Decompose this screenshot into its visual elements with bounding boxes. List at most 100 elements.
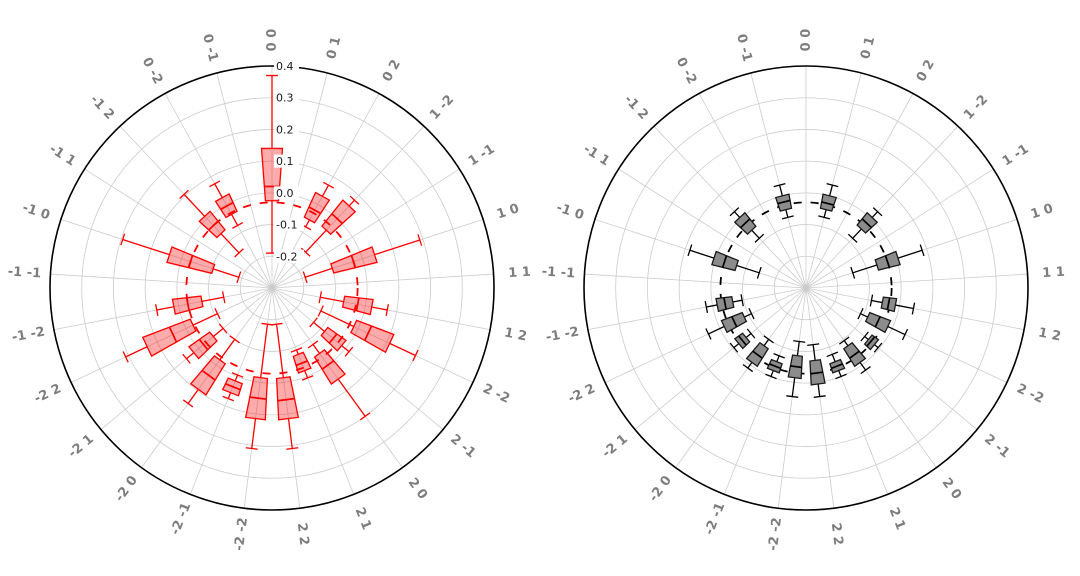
category-label: -2 -2: [232, 517, 251, 552]
whisker-cap-high: [120, 233, 126, 246]
theta-gridline: [634, 287, 807, 430]
median-line: [777, 199, 791, 205]
median-line: [849, 350, 860, 359]
theta-gridline: [271, 168, 460, 289]
whisker-low: [305, 229, 327, 253]
category-label: -2 -2: [766, 517, 785, 552]
median-line: [350, 255, 357, 268]
boxplot-2_2: [807, 343, 826, 398]
whisker-high: [227, 392, 232, 399]
whisker-cap-low: [850, 266, 856, 279]
whisker-cap-high: [705, 328, 712, 340]
r-tick-label: 0.0: [276, 187, 294, 200]
whisker-low: [320, 310, 355, 328]
theta-gridline: [805, 287, 937, 468]
theta-gridline: [271, 287, 403, 468]
box: [303, 191, 331, 224]
r-tick-label-bg: [274, 91, 299, 105]
whisker-cap-low: [740, 294, 744, 307]
median-line: [731, 316, 738, 328]
boxplot-2_0: [838, 336, 871, 375]
category-label: 0 -2: [673, 55, 700, 87]
boxplot--2_0: [742, 335, 774, 373]
category-label: -2 2: [566, 381, 598, 407]
whisker-low: [751, 229, 760, 239]
boxplot--2_-2: [244, 322, 274, 450]
whisker-cap-high: [742, 363, 754, 373]
median-line: [831, 363, 843, 370]
theta-gridline: [604, 287, 807, 383]
whisker-low: [785, 209, 789, 218]
theta-gridline: [271, 287, 444, 430]
theta-gridline: [216, 72, 273, 289]
whisker-cap-high: [901, 328, 909, 341]
median-line: [866, 336, 876, 347]
theta-gridline: [618, 168, 807, 289]
whisker-high: [287, 418, 293, 449]
whisker-low: [305, 219, 311, 228]
whisker-high: [829, 184, 834, 197]
whisker-cap-low: [218, 323, 228, 334]
boxplot--2_1: [182, 323, 228, 364]
category-label: 1 0: [495, 201, 521, 222]
theta-gridline: [805, 72, 862, 289]
whisker-low: [732, 299, 743, 303]
boxplot-2_1: [290, 347, 314, 381]
whisker-high: [778, 184, 783, 197]
whisker-cap-low: [807, 343, 820, 347]
whisker-cap-low: [748, 307, 755, 320]
category-label: 1 2: [503, 325, 528, 344]
theta-gridline: [584, 273, 807, 289]
median-line: [810, 371, 823, 375]
category-label: 2 2: [828, 522, 846, 546]
category-label: 0 0: [265, 29, 280, 52]
whisker-low: [852, 264, 878, 274]
whisker-cap-low: [309, 317, 318, 328]
whisker-cap-low: [746, 328, 756, 339]
whisker-high: [337, 378, 366, 417]
r-tick-label: 0.4: [276, 60, 294, 73]
whisker-high: [341, 345, 350, 353]
median-line: [198, 338, 209, 351]
theta-gridline: [723, 287, 807, 495]
box: [350, 319, 395, 354]
boxplot-2_-2: [857, 307, 909, 341]
whisker-low: [220, 233, 240, 254]
boxplot-0_-2: [209, 180, 244, 229]
boxplot-1_0: [850, 244, 925, 279]
boxplot--1_0: [120, 233, 242, 284]
median-line: [739, 218, 751, 229]
median-line: [886, 297, 891, 310]
whisker-cap-low: [232, 222, 244, 229]
whisker-low: [201, 296, 224, 303]
category-label: -2 -1: [702, 500, 728, 537]
whisker-high: [817, 383, 821, 397]
whisker-cap-high: [873, 342, 883, 353]
whisker-cap-high: [222, 395, 235, 402]
boxplot-1_2: [869, 294, 916, 315]
category-label: 1 1: [508, 265, 532, 281]
boxplot-0_-1: [773, 182, 794, 220]
median-line: [769, 363, 781, 370]
whisker-low: [304, 267, 333, 278]
whisker-cap-high: [911, 302, 916, 315]
boxplot-0_2: [300, 181, 335, 231]
boxplot-1_0: [302, 234, 423, 284]
category-label: 0 1: [858, 35, 878, 61]
category-label: 1 -1: [1000, 142, 1032, 170]
median-line: [328, 333, 338, 344]
median-line: [723, 297, 727, 310]
whisker-high: [859, 362, 867, 371]
whisker-low: [745, 332, 752, 339]
whisker-cap-low: [847, 233, 858, 243]
boxplot--1_2: [179, 189, 244, 258]
r-tick-label: -0.2: [276, 250, 297, 263]
median-line: [752, 350, 763, 359]
r-tick-label: 0.2: [276, 123, 294, 136]
category-label: -1 -2: [11, 324, 47, 345]
whisker-low: [313, 321, 325, 332]
whisker-cap-low: [838, 336, 850, 345]
outer-circle: [583, 65, 1029, 511]
